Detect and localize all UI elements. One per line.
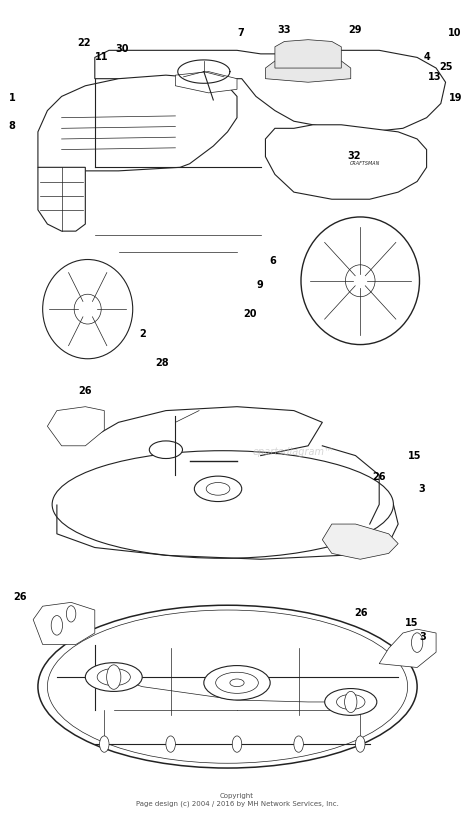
Ellipse shape — [206, 482, 230, 496]
Text: 26: 26 — [13, 592, 27, 601]
Ellipse shape — [43, 259, 133, 359]
Circle shape — [294, 736, 303, 752]
Text: 25: 25 — [439, 62, 452, 72]
Polygon shape — [95, 51, 446, 132]
Circle shape — [232, 736, 242, 752]
Text: 33: 33 — [278, 25, 291, 35]
Circle shape — [107, 665, 121, 689]
Text: 7: 7 — [237, 28, 244, 37]
Text: 29: 29 — [348, 25, 361, 35]
Text: 3: 3 — [419, 632, 426, 642]
Text: 13: 13 — [428, 73, 442, 82]
Polygon shape — [38, 75, 237, 171]
Text: 4: 4 — [423, 52, 430, 62]
Circle shape — [51, 615, 63, 635]
Ellipse shape — [216, 672, 258, 694]
Ellipse shape — [346, 265, 375, 297]
Ellipse shape — [97, 668, 130, 685]
Text: 1: 1 — [9, 93, 15, 103]
Text: 32: 32 — [348, 152, 361, 161]
Polygon shape — [275, 40, 341, 68]
Polygon shape — [379, 629, 436, 667]
Text: 15: 15 — [408, 452, 421, 461]
Circle shape — [66, 606, 76, 622]
Polygon shape — [33, 602, 95, 645]
Ellipse shape — [230, 679, 244, 686]
Ellipse shape — [325, 689, 377, 716]
Polygon shape — [38, 167, 85, 231]
Text: 26: 26 — [373, 472, 386, 482]
Text: 26: 26 — [355, 608, 368, 618]
Polygon shape — [47, 407, 104, 446]
Ellipse shape — [149, 441, 182, 459]
Text: Copyright
Page design (c) 2004 / 2016 by MH Network Services, Inc.: Copyright Page design (c) 2004 / 2016 by… — [136, 793, 338, 807]
Polygon shape — [265, 57, 351, 82]
Text: 15: 15 — [405, 619, 418, 628]
Text: 19: 19 — [449, 93, 463, 103]
Circle shape — [411, 632, 423, 652]
Text: 11: 11 — [95, 52, 109, 62]
Ellipse shape — [337, 694, 365, 710]
Text: 3: 3 — [419, 484, 425, 494]
Text: 20: 20 — [244, 309, 257, 319]
Polygon shape — [322, 524, 398, 559]
Ellipse shape — [204, 666, 270, 700]
Text: 26: 26 — [79, 386, 92, 396]
Text: 30: 30 — [116, 44, 129, 54]
Ellipse shape — [52, 451, 393, 558]
Ellipse shape — [38, 606, 417, 768]
Ellipse shape — [194, 476, 242, 501]
Ellipse shape — [301, 217, 419, 345]
Text: 28: 28 — [155, 358, 169, 368]
Text: 22: 22 — [78, 38, 91, 48]
Text: 8: 8 — [9, 121, 15, 131]
Text: CRAFTSMAN: CRAFTSMAN — [350, 161, 380, 166]
Ellipse shape — [47, 610, 408, 763]
Text: epartsdiagram™: epartsdiagram™ — [253, 447, 335, 457]
Text: 6: 6 — [269, 256, 276, 266]
Circle shape — [166, 736, 175, 752]
Text: 9: 9 — [256, 280, 263, 290]
Text: 2: 2 — [139, 329, 146, 339]
Polygon shape — [265, 125, 427, 199]
Circle shape — [356, 736, 365, 752]
Text: 10: 10 — [448, 28, 462, 37]
Circle shape — [345, 691, 357, 712]
Ellipse shape — [85, 663, 142, 691]
Polygon shape — [175, 72, 237, 93]
Ellipse shape — [74, 294, 101, 324]
Circle shape — [100, 736, 109, 752]
